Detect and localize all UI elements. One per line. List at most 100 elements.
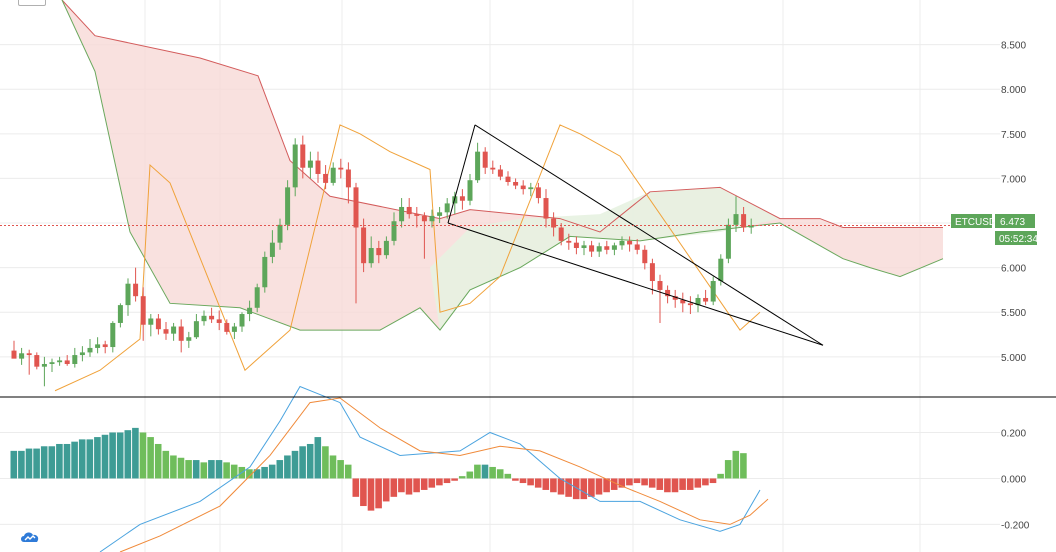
macd-bar [474,464,481,479]
candle-body [535,187,541,199]
macd-tick-label: -0.200 [1001,520,1030,531]
macd-bar [633,478,641,484]
price-axis[interactable]: 8.5008.0007.5007.0006.5006.0005.5005.000… [1001,41,1030,532]
candle [361,218,367,273]
macd-bar [192,460,200,479]
candle-body [558,227,564,241]
macd-bar [413,478,420,493]
macd-bar [223,462,230,479]
macd-bar [40,446,48,479]
macd-tick-label: 0.000 [1001,474,1026,485]
candle-body [133,283,139,297]
macd-bar [709,478,717,484]
macd-bar [246,469,253,479]
candle [589,240,595,257]
candle [125,278,131,316]
macd-bar [162,450,170,479]
macd-bar [291,450,299,479]
candle-body [345,169,351,188]
macd-histogram [10,427,747,511]
candle-body [277,224,283,243]
candle [680,292,686,313]
candle-body [672,296,678,300]
price-tick-label: 7.500 [1001,130,1026,141]
candle-body [695,297,701,306]
candle [543,189,549,228]
macd-bar [284,455,291,479]
macd-bar [405,478,413,495]
candle-body [19,353,25,359]
candle [733,196,739,232]
price-tick-label: 5.500 [1001,308,1026,319]
candle [64,355,70,366]
macd-bar [436,478,443,486]
macd-bar [329,455,337,479]
macd-bar [71,441,78,479]
macd-bar [557,478,565,495]
macd-lines [99,385,769,552]
macd-bar [101,434,109,479]
candle-body [193,321,199,338]
candle [34,352,40,370]
candle [315,151,321,183]
macd-bar [466,471,474,479]
macd-bar [18,450,25,479]
candle-body [26,353,32,356]
macd-bar [542,478,550,490]
cloud-icon[interactable] [19,528,41,546]
candle [140,287,146,341]
macd-bar [48,446,56,479]
countdown-tag-bg [995,231,1037,245]
candle-body [619,240,625,246]
candle [41,356,47,387]
macd-bar [139,432,147,479]
candlesticks[interactable] [11,135,754,387]
macd-bar [124,430,132,479]
macd-bar [443,478,451,484]
macd-bar [740,453,747,479]
candle [186,331,192,348]
candle-body [11,350,17,359]
candle-body [383,240,389,256]
candle [148,314,154,337]
macd-bar [306,443,314,479]
candle [79,346,85,362]
candle [399,198,405,228]
triangle-pattern[interactable] [447,124,824,346]
candle [155,314,161,335]
candle-body [315,160,321,174]
macd-bar [519,478,527,484]
macd-bar [717,473,724,479]
candle-body [482,151,488,168]
candle [102,340,108,354]
macd-bar [344,464,352,479]
candle [262,251,268,293]
candle [528,182,534,197]
candle [376,240,382,264]
macd-bar [588,478,595,497]
candle [224,319,230,335]
candle-body [300,144,306,168]
candle [627,236,633,252]
candle-body [49,362,55,364]
candle [429,209,435,228]
candle [323,165,329,190]
macd-bar [382,478,390,502]
candle [19,347,25,365]
pane-toggle-button[interactable] [18,0,46,6]
candle [634,239,640,255]
candle-body [414,214,420,216]
macd-bar [299,446,306,479]
macd-bar [109,432,116,479]
candle-body [186,337,192,341]
macd-bar [618,478,626,488]
macd-bar [170,455,177,479]
candle [657,274,663,323]
candle [535,182,541,204]
candle [209,307,215,323]
cloud-fill-green [430,187,780,331]
ichimoku-cloud [61,0,944,331]
candle [300,135,306,179]
candle-body [634,244,640,250]
